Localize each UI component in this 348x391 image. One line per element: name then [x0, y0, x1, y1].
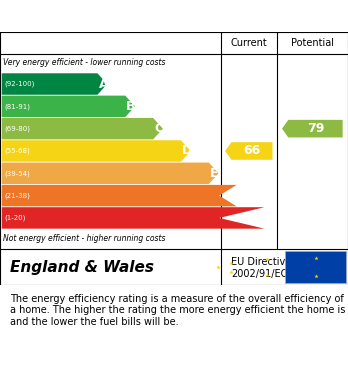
Text: B: B	[126, 100, 136, 113]
Text: EU Directive: EU Directive	[231, 257, 292, 267]
Text: 2002/91/EC: 2002/91/EC	[231, 269, 288, 279]
Text: Potential: Potential	[291, 38, 334, 48]
Text: 66: 66	[243, 145, 261, 158]
Text: 79: 79	[307, 122, 324, 135]
Polygon shape	[2, 96, 135, 117]
Text: Energy Efficiency Rating: Energy Efficiency Rating	[10, 9, 220, 23]
Text: A: A	[98, 77, 108, 91]
Text: Current: Current	[230, 38, 267, 48]
Text: (92-100): (92-100)	[4, 81, 34, 87]
Text: Very energy efficient - lower running costs: Very energy efficient - lower running co…	[3, 58, 166, 67]
Polygon shape	[2, 163, 219, 184]
Text: C: C	[154, 122, 163, 135]
Text: England & Wales: England & Wales	[10, 260, 155, 275]
Polygon shape	[2, 118, 163, 139]
Polygon shape	[2, 73, 107, 95]
Text: (69-80): (69-80)	[4, 126, 30, 132]
Text: E: E	[210, 167, 218, 180]
Text: Not energy efficient - higher running costs: Not energy efficient - higher running co…	[3, 234, 166, 243]
Text: (55-68): (55-68)	[4, 148, 30, 154]
Bar	[285, 251, 346, 283]
Text: The energy efficiency rating is a measure of the overall efficiency of a home. T: The energy efficiency rating is a measur…	[10, 294, 346, 327]
Text: (81-91): (81-91)	[4, 103, 30, 109]
Text: (1-20): (1-20)	[4, 215, 25, 221]
Polygon shape	[282, 120, 343, 138]
Polygon shape	[225, 142, 272, 160]
Text: (39-54): (39-54)	[4, 170, 30, 177]
Polygon shape	[2, 185, 237, 206]
Text: (21-38): (21-38)	[4, 192, 30, 199]
Text: G: G	[266, 212, 276, 224]
Text: F: F	[238, 189, 246, 202]
Text: D: D	[182, 145, 192, 158]
Polygon shape	[2, 207, 264, 229]
Polygon shape	[2, 140, 191, 162]
